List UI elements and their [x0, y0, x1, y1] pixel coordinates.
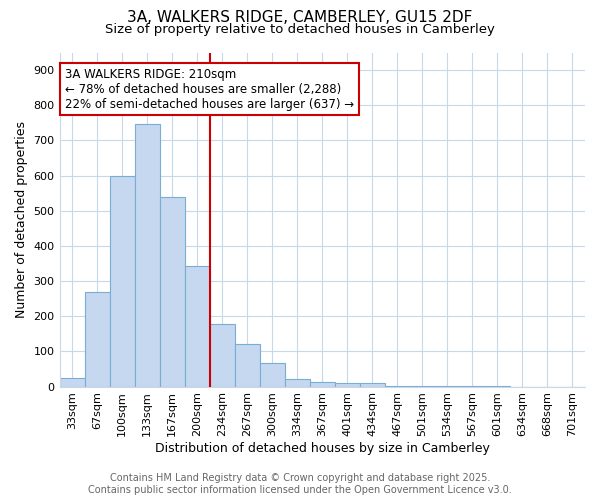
Y-axis label: Number of detached properties: Number of detached properties: [15, 121, 28, 318]
Text: Size of property relative to detached houses in Camberley: Size of property relative to detached ho…: [105, 22, 495, 36]
Bar: [185, 266, 209, 386]
Text: 3A, WALKERS RIDGE, CAMBERLEY, GU15 2DF: 3A, WALKERS RIDGE, CAMBERLEY, GU15 2DF: [127, 10, 473, 25]
X-axis label: Distribution of detached houses by size in Camberley: Distribution of detached houses by size …: [155, 442, 490, 455]
Bar: [209, 324, 235, 386]
Bar: [134, 124, 160, 386]
Bar: [160, 198, 185, 386]
Bar: [360, 384, 385, 386]
Text: 3A WALKERS RIDGE: 210sqm
← 78% of detached houses are smaller (2,288)
22% of sem: 3A WALKERS RIDGE: 210sqm ← 78% of detach…: [65, 68, 354, 110]
Bar: [260, 363, 285, 386]
Bar: [335, 382, 360, 386]
Bar: [285, 379, 310, 386]
Bar: [59, 378, 85, 386]
Bar: [110, 176, 134, 386]
Bar: [235, 344, 260, 387]
Text: Contains HM Land Registry data © Crown copyright and database right 2025.
Contai: Contains HM Land Registry data © Crown c…: [88, 474, 512, 495]
Bar: [85, 292, 110, 386]
Bar: [310, 382, 335, 386]
